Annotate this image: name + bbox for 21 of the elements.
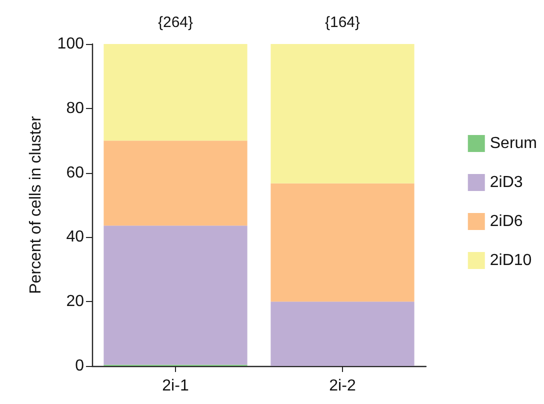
y-tick-label: 100 <box>57 36 84 52</box>
annotation: {264} <box>158 14 194 31</box>
bar <box>104 226 248 365</box>
y-tick-label: 80 <box>66 100 84 117</box>
y-tick-label: 20 <box>66 293 84 310</box>
x-tick-label: 2i-1 <box>162 378 189 394</box>
legend-label: 2iD3 <box>490 174 523 191</box>
bar <box>270 44 414 184</box>
bar <box>270 302 414 366</box>
x-tick-label: 2i-2 <box>329 378 356 394</box>
y-tick-label: 60 <box>66 164 84 182</box>
legend-label: Serum <box>490 135 537 152</box>
bar <box>104 140 248 226</box>
bar <box>270 183 414 302</box>
y-axis-title: Percent of cells in cluster <box>28 115 44 294</box>
bar <box>104 44 248 141</box>
legend-label: 2iD6 <box>490 213 523 230</box>
y-tick-label: 0 <box>75 358 84 374</box>
annotation: {164} <box>324 14 360 31</box>
y-tick-label: 40 <box>66 228 84 246</box>
legend-label: 2iD10 <box>490 252 532 269</box>
